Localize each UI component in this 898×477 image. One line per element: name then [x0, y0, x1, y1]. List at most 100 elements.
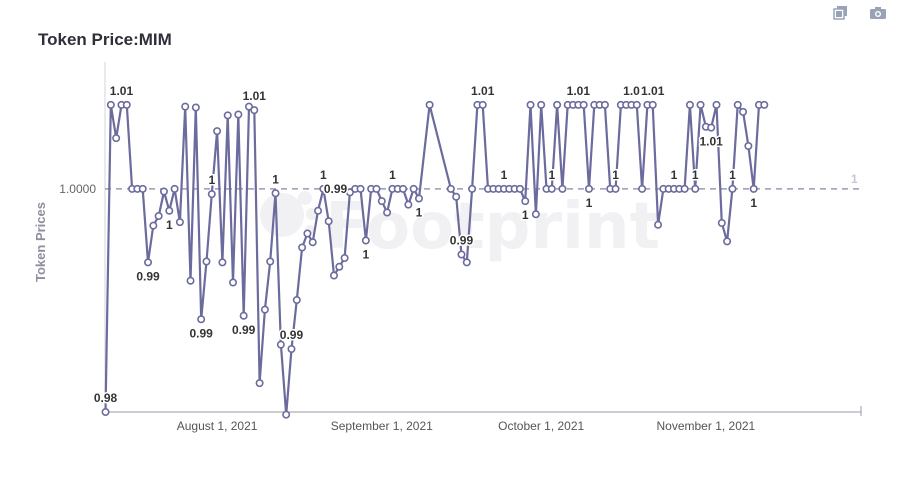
- data-point[interactable]: [377, 197, 386, 206]
- data-point[interactable]: [712, 100, 721, 109]
- data-point[interactable]: [707, 123, 716, 132]
- data-label: 1.01: [641, 84, 665, 98]
- data-point[interactable]: [282, 410, 291, 419]
- data-point[interactable]: [191, 103, 200, 112]
- data-point[interactable]: [186, 276, 195, 285]
- data-point[interactable]: [218, 258, 227, 267]
- data-point[interactable]: [372, 184, 381, 193]
- data-point[interactable]: [319, 184, 328, 193]
- data-point[interactable]: [739, 107, 748, 116]
- data-point[interactable]: [654, 220, 663, 229]
- data-point[interactable]: [446, 184, 455, 193]
- data-point[interactable]: [478, 100, 487, 109]
- data-label: 1.01: [110, 84, 134, 98]
- data-point[interactable]: [648, 100, 657, 109]
- data-point[interactable]: [521, 197, 530, 206]
- data-point[interactable]: [733, 100, 742, 109]
- data-point[interactable]: [324, 217, 333, 226]
- data-point[interactable]: [383, 208, 392, 217]
- data-point[interactable]: [425, 100, 434, 109]
- chart-title: Token Price:MIM: [38, 30, 172, 49]
- data-point[interactable]: [170, 184, 179, 193]
- data-point[interactable]: [154, 212, 163, 221]
- data-point[interactable]: [266, 257, 275, 266]
- data-point[interactable]: [404, 200, 413, 209]
- data-point[interactable]: [202, 257, 211, 266]
- data-point[interactable]: [335, 262, 344, 271]
- data-point[interactable]: [361, 236, 370, 245]
- data-point[interactable]: [213, 127, 222, 136]
- data-point[interactable]: [691, 184, 700, 193]
- data-label: 0.99: [324, 182, 348, 196]
- data-point[interactable]: [255, 379, 264, 388]
- data-point[interactable]: [680, 184, 689, 193]
- data-point[interactable]: [356, 184, 365, 193]
- data-point[interactable]: [457, 250, 466, 259]
- data-point[interactable]: [271, 189, 280, 198]
- data-point[interactable]: [558, 184, 567, 193]
- data-point[interactable]: [329, 271, 338, 280]
- data-point[interactable]: [159, 187, 168, 196]
- data-point[interactable]: [181, 102, 190, 111]
- data-point[interactable]: [760, 100, 769, 109]
- data-point[interactable]: [638, 184, 647, 193]
- data-point[interactable]: [399, 184, 408, 193]
- data-point[interactable]: [584, 184, 593, 193]
- data-point[interactable]: [244, 102, 253, 111]
- data-point[interactable]: [138, 184, 147, 193]
- data-point[interactable]: [175, 218, 184, 227]
- data-point[interactable]: [515, 184, 524, 193]
- data-point[interactable]: [165, 206, 174, 215]
- data-point[interactable]: [298, 243, 307, 252]
- data-point[interactable]: [717, 219, 726, 228]
- data-point[interactable]: [600, 100, 609, 109]
- data-point[interactable]: [526, 100, 535, 109]
- data-point[interactable]: [531, 210, 540, 219]
- data-point[interactable]: [234, 110, 243, 119]
- data-point[interactable]: [276, 340, 285, 349]
- data-point[interactable]: [239, 311, 248, 320]
- data-label: 1: [750, 196, 757, 210]
- x-tick-label: October 1, 2021: [498, 419, 584, 433]
- data-point[interactable]: [537, 100, 546, 109]
- data-point[interactable]: [452, 192, 461, 201]
- data-point[interactable]: [579, 100, 588, 109]
- data-point[interactable]: [260, 305, 269, 314]
- data-point[interactable]: [409, 184, 418, 193]
- data-point[interactable]: [303, 229, 312, 238]
- data-point[interactable]: [229, 278, 238, 287]
- data-point[interactable]: [308, 238, 317, 247]
- data-point[interactable]: [250, 106, 259, 115]
- data-point[interactable]: [197, 315, 206, 324]
- data-point[interactable]: [553, 100, 562, 109]
- data-point[interactable]: [611, 184, 620, 193]
- data-point[interactable]: [696, 100, 705, 109]
- data-point[interactable]: [101, 407, 110, 416]
- data-point[interactable]: [223, 111, 232, 120]
- data-point[interactable]: [112, 134, 121, 143]
- data-point[interactable]: [287, 344, 296, 353]
- copy-icon[interactable]: [833, 6, 847, 20]
- data-point[interactable]: [462, 258, 471, 267]
- data-point[interactable]: [468, 184, 477, 193]
- data-point[interactable]: [414, 194, 423, 203]
- data-point[interactable]: [149, 221, 158, 230]
- data-point[interactable]: [314, 206, 323, 215]
- data-point[interactable]: [547, 184, 556, 193]
- data-point[interactable]: [632, 100, 641, 109]
- data-point[interactable]: [207, 190, 216, 199]
- data-point[interactable]: [144, 258, 153, 267]
- data-point[interactable]: [106, 100, 115, 109]
- data-point[interactable]: [122, 100, 131, 109]
- data-point[interactable]: [340, 254, 349, 263]
- camera-icon[interactable]: [870, 6, 886, 20]
- data-label: 0.99: [232, 323, 256, 337]
- data-point[interactable]: [685, 100, 694, 109]
- data-point[interactable]: [292, 295, 301, 304]
- data-point[interactable]: [749, 184, 758, 193]
- data-point[interactable]: [723, 237, 732, 246]
- data-point[interactable]: [728, 184, 737, 193]
- data-label: 1: [612, 168, 619, 182]
- data-point[interactable]: [345, 188, 354, 197]
- data-point[interactable]: [744, 142, 753, 151]
